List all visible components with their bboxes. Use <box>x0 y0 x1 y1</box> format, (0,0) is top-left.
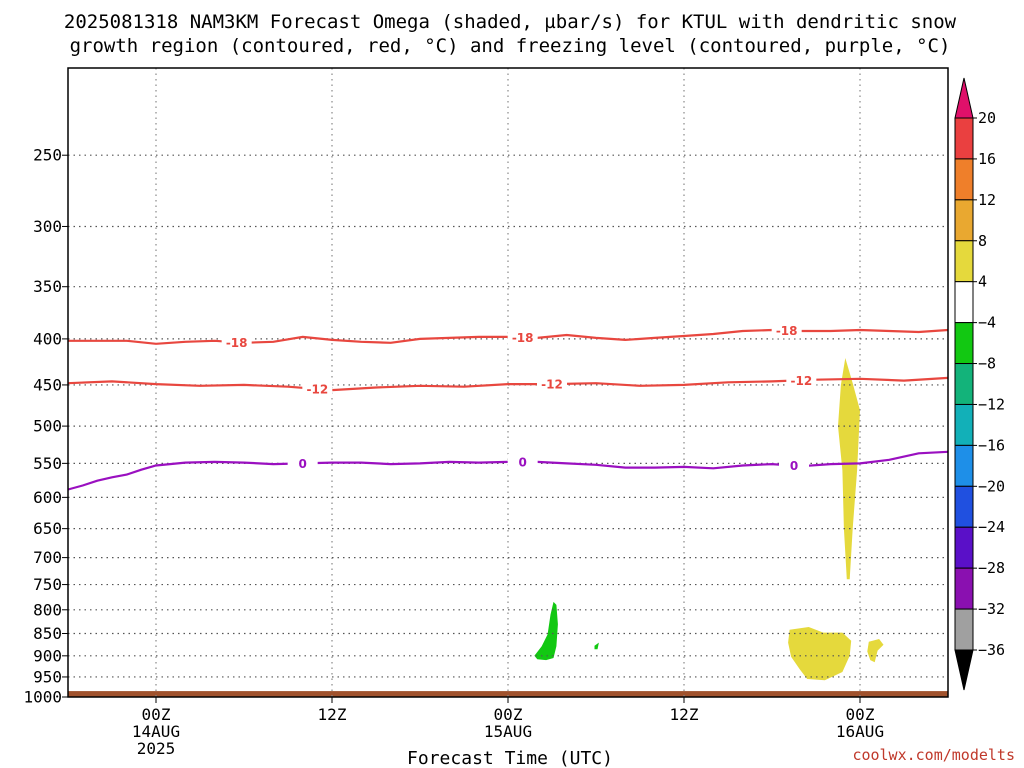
contour-label: -18 <box>512 331 534 345</box>
contour-label: -12 <box>790 374 812 388</box>
colorbar-bin <box>954 363 974 405</box>
y-tick-label: 850 <box>33 624 62 643</box>
x-tick-label: 15AUG <box>484 722 532 741</box>
colorbar-bin <box>954 608 974 651</box>
omega-shaded-region-4 <box>867 639 884 663</box>
colorbar-bin <box>954 444 974 487</box>
chart-title-line2: growth region (contoured, red, °C) and f… <box>70 35 951 57</box>
omega-shaded-region-2 <box>838 358 860 580</box>
colorbar-bin <box>954 117 974 160</box>
colorbar-tick-label: −16 <box>978 436 1005 454</box>
y-tick-label: 250 <box>33 146 62 165</box>
contour-label-bg <box>221 334 252 351</box>
colorbar-tick-label: −8 <box>978 355 996 373</box>
colorbar-bottom-arrow <box>954 649 974 691</box>
contour-label: -12 <box>306 382 328 396</box>
colorbar-bin <box>954 240 974 283</box>
contour-label-bg <box>302 380 333 397</box>
contour-label: 0 <box>298 457 306 471</box>
colorbar-tick-label: 12 <box>978 191 996 209</box>
colorbar-bin <box>954 567 974 610</box>
colorbar-tick-label: 16 <box>978 150 996 168</box>
contour-label-bg <box>537 376 567 393</box>
y-tick-label: 900 <box>33 646 62 665</box>
x-tick-label: 14AUG <box>132 722 180 741</box>
colorbar-bin <box>954 158 974 201</box>
omega-shaded-region-1 <box>594 642 599 650</box>
y-tick-label: 600 <box>33 488 62 507</box>
colorbar: 20 16 12 8 4 −4 −8 −12 −16 −20 −24 −28 −32 −36 <box>954 77 1005 691</box>
y-tick-label: 950 <box>33 667 62 686</box>
x-tick-label: 00Z <box>494 705 523 724</box>
contour-label-bg <box>287 455 318 472</box>
y-tick-label: 400 <box>33 329 62 348</box>
colorbar-tick-label: −36 <box>978 641 1005 659</box>
x-axis-title: Forecast Time (UTC) <box>407 748 613 768</box>
colorbar-top-arrow <box>954 77 974 119</box>
colorbar-tick-label: −4 <box>978 314 996 332</box>
y-tick-label: 500 <box>33 417 62 436</box>
contour-label: -18 <box>226 336 248 350</box>
colorbar-bin <box>954 485 974 528</box>
colorbar-tick-label: −12 <box>978 395 1005 413</box>
colorbar-bin <box>954 322 974 365</box>
ground-layer <box>68 691 948 697</box>
x-tick-label: 12Z <box>318 705 347 724</box>
omega-shaded-region-3 <box>788 627 852 681</box>
y-tick-label: 800 <box>33 600 62 619</box>
colorbar-tick-label: 4 <box>978 273 987 291</box>
contour-label: 0 <box>518 455 526 469</box>
colorbar-tick-label: 8 <box>978 232 987 250</box>
colorbar-bin <box>954 199 974 242</box>
contour-label-bg <box>771 322 802 339</box>
colorbar-tick-label: −32 <box>978 600 1005 618</box>
contour-label: -18 <box>776 324 798 338</box>
contour-label-bg <box>507 329 538 346</box>
y-tick-label: 450 <box>33 375 62 394</box>
credit-text[interactable]: coolwx.com/modelts <box>852 746 1015 764</box>
colorbar-bin <box>954 526 974 569</box>
y-tick-label: 650 <box>33 519 62 538</box>
colorbar-tick-label: −28 <box>978 559 1005 577</box>
omega-shaded-region-0 <box>534 601 558 661</box>
chart-title-line1: 2025081318 NAM3KM Forecast Omega (shaded… <box>64 11 957 33</box>
y-tick-label: 550 <box>33 454 62 473</box>
colorbar-bin <box>954 403 974 446</box>
colorbar-tick-label: 20 <box>978 109 996 127</box>
y-tick-label: 300 <box>33 217 62 236</box>
plot-area: -18 -18 -18 -12 -12 -12 0 0 0 250 300 350 400 450 500 5… <box>23 67 949 758</box>
contour-label-bg <box>786 372 817 389</box>
contour-label-bg <box>507 453 538 470</box>
colorbar-bin <box>954 281 974 324</box>
x-tick-label: 2025 <box>137 739 176 758</box>
x-tick-label: 00Z <box>142 705 171 724</box>
colorbar-tick-label: −20 <box>978 477 1005 495</box>
y-tick-label: 350 <box>33 277 62 296</box>
y-tick-label: 1000 <box>23 688 62 707</box>
contour-label-bg <box>779 457 809 474</box>
x-tick-label: 12Z <box>670 705 699 724</box>
x-tick-label: 00Z <box>846 705 875 724</box>
y-tick-label: 750 <box>33 575 62 594</box>
contour-label: -12 <box>541 378 563 392</box>
y-tick-label: 700 <box>33 548 62 567</box>
x-tick-label: 16AUG <box>836 722 884 741</box>
colorbar-tick-label: −24 <box>978 518 1005 536</box>
contour-label: 0 <box>790 459 798 473</box>
